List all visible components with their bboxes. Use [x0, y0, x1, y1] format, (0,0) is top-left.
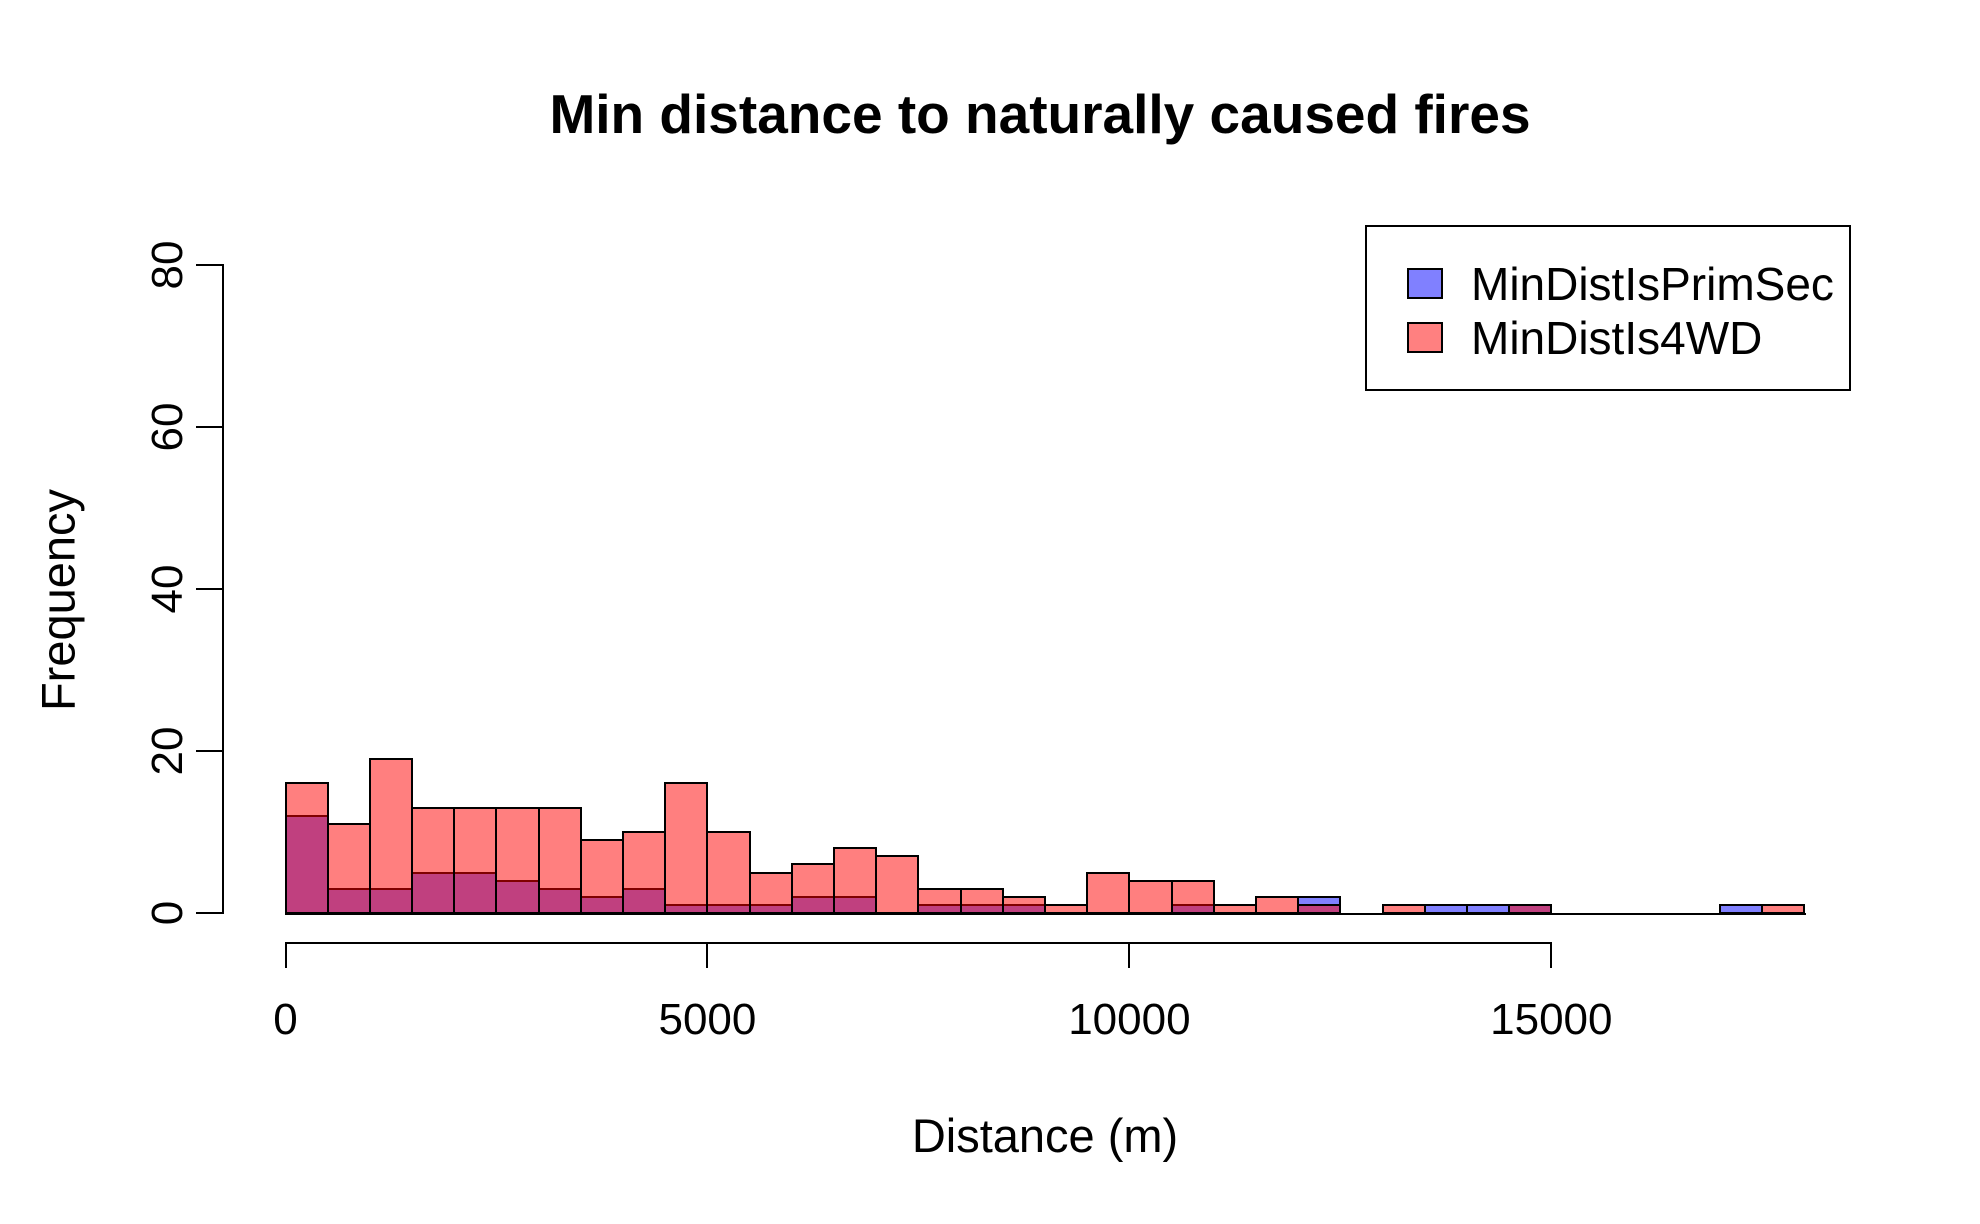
histogram-bar-4wd — [1297, 903, 1342, 914]
y-axis-tick — [196, 426, 222, 428]
histogram-bar-4wd — [1170, 879, 1215, 914]
y-axis-tick — [196, 912, 222, 914]
histogram-bar-4wd — [875, 855, 920, 914]
histogram-bar-4wd — [1001, 895, 1046, 914]
x-axis-tick — [1550, 942, 1553, 968]
x-tick-label: 15000 — [1490, 995, 1613, 1044]
legend-label-4wd: MinDistIs4WD — [1471, 312, 1763, 364]
x-axis-tick — [706, 942, 709, 968]
x-tick-label: 0 — [273, 995, 298, 1044]
legend-swatch-primsec — [1407, 268, 1443, 299]
histogram-bar-4wd — [1508, 903, 1553, 914]
y-tick-label: 0 — [143, 900, 192, 926]
y-tick-label: 80 — [143, 240, 192, 290]
histogram-bar-4wd — [495, 806, 540, 914]
y-tick-label: 20 — [143, 726, 192, 776]
legend: MinDistIsPrimSec MinDistIs4WD — [1365, 225, 1851, 391]
histogram-bar-4wd — [790, 863, 836, 914]
histogram-bar-4wd — [537, 806, 582, 914]
histogram-bar-4wd — [833, 847, 878, 914]
x-tick-label: 5000 — [658, 995, 757, 1044]
histogram-bar-4wd — [664, 782, 709, 914]
y-axis-tick — [196, 264, 222, 266]
histogram-bar-4wd — [326, 822, 371, 914]
legend-label-primsec: MinDistIsPrimSec — [1471, 258, 1834, 310]
y-axis-line — [222, 264, 224, 914]
x-axis-line — [284, 942, 1553, 944]
histogram-baseline — [284, 913, 1806, 915]
y-axis-tick — [196, 750, 222, 752]
y-tick-label: 60 — [143, 402, 192, 452]
chart-title: Min distance to naturally caused fires — [549, 83, 1531, 145]
histogram-bar-4wd — [411, 806, 456, 914]
histogram-bar-4wd — [1381, 903, 1426, 914]
histogram-bar-4wd — [1761, 903, 1806, 914]
y-tick-label: 40 — [143, 564, 192, 614]
histogram-bar-4wd — [579, 839, 625, 914]
histogram-bar-4wd — [368, 758, 414, 914]
y-axis-tick — [196, 588, 222, 590]
histogram-bar-4wd — [284, 782, 329, 914]
x-axis-tick — [284, 942, 287, 968]
histogram-bar-4wd — [917, 887, 962, 914]
histogram-bar-4wd — [622, 831, 667, 914]
histogram-bar-4wd — [1086, 871, 1131, 914]
legend-swatch-4wd — [1407, 322, 1443, 353]
histogram-bar-4wd — [1254, 895, 1300, 914]
histogram-bar-4wd — [453, 806, 498, 914]
histogram-bar-4wd — [748, 871, 793, 914]
histogram-bar-4wd — [959, 887, 1004, 914]
x-tick-label: 10000 — [1068, 995, 1191, 1044]
histogram-bar-4wd — [706, 831, 751, 914]
x-axis-label: Distance (m) — [911, 1109, 1179, 1162]
x-axis-tick — [1128, 942, 1131, 968]
histogram-bar-4wd — [1128, 879, 1173, 914]
